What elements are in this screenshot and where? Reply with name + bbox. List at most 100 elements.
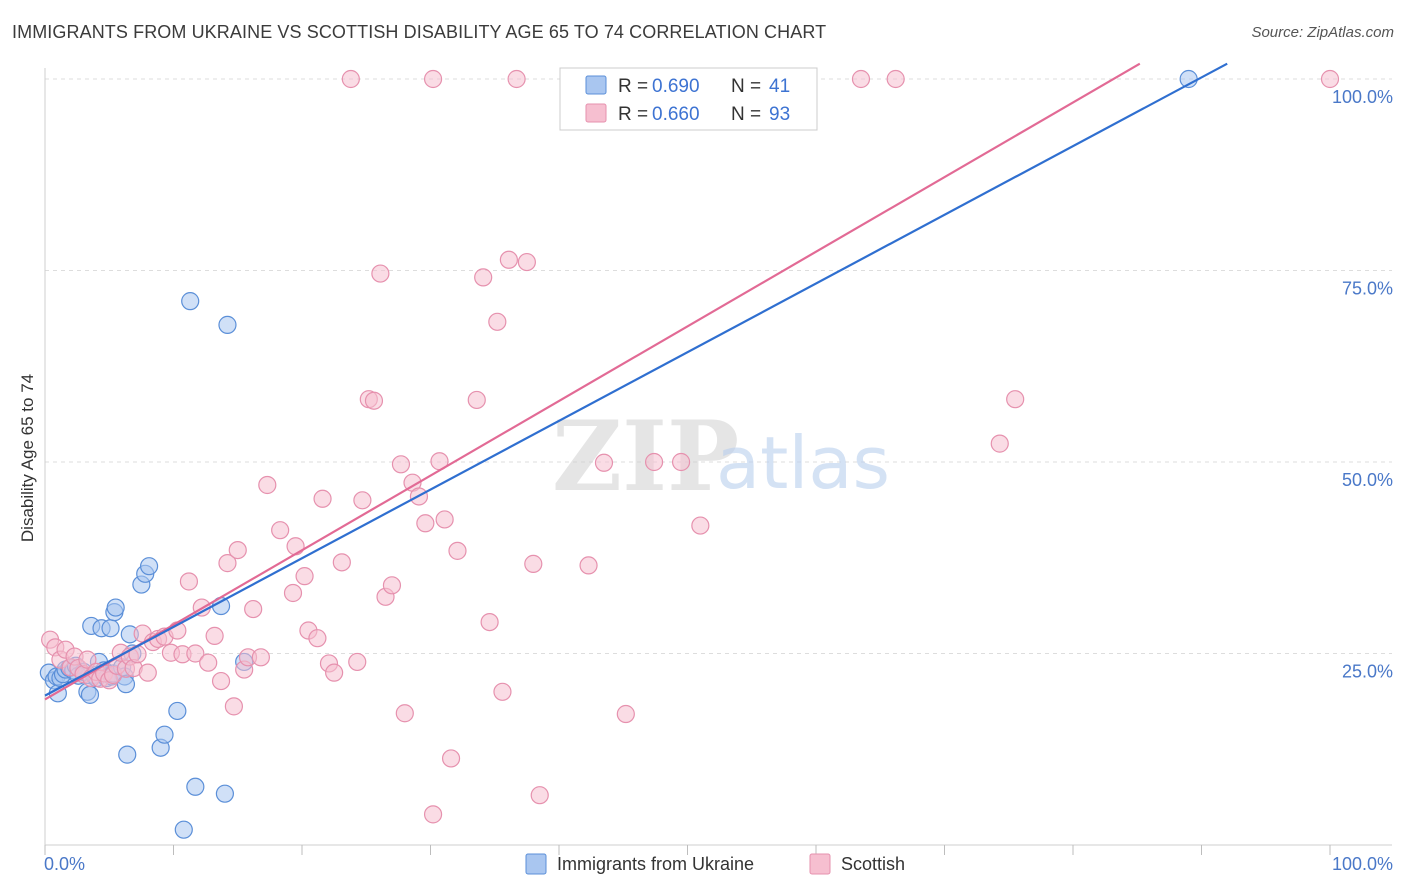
- legend-swatch-scottish: [585, 103, 607, 123]
- tick-labels: 25.0% 50.0% 75.0% 100.0% 0.0% 100.0%: [44, 87, 1393, 874]
- scottish-point: [371, 264, 390, 283]
- scottish-point: [332, 553, 351, 572]
- ukraine-point: [155, 725, 174, 744]
- scottish-point: [594, 453, 614, 472]
- ukraine-point: [118, 745, 137, 764]
- scottish-point: [395, 704, 414, 723]
- scottish-point: [228, 540, 247, 560]
- legend-n-label-ukraine: N =: [731, 76, 761, 97]
- scottish-point: [474, 268, 493, 287]
- y-tick-label: 50.0%: [1342, 470, 1393, 490]
- ukraine-point: [168, 701, 187, 721]
- bottom-legend-label-ukraine: Immigrants from Ukraine: [557, 854, 754, 874]
- scottish-point: [435, 510, 454, 529]
- scottish-point: [507, 69, 526, 89]
- scottish-point: [295, 567, 314, 586]
- scottish-point: [480, 612, 499, 632]
- bottom-legend-swatch-ukraine: [525, 853, 547, 875]
- y-tick-label: 25.0%: [1342, 662, 1393, 682]
- scottish-point: [224, 697, 243, 716]
- scottish-point: [616, 704, 635, 724]
- watermark-zip: ZIP: [552, 400, 739, 513]
- y-tick-label: 75.0%: [1342, 279, 1393, 299]
- scottish-point: [416, 514, 435, 533]
- legend: R = 0.690 N = 41 R = 0.660 N = 93: [559, 67, 818, 131]
- scottish-point: [524, 554, 543, 573]
- ukraine-point: [174, 820, 193, 839]
- trend-lines: [44, 62, 1228, 701]
- scottish-point: [205, 626, 224, 645]
- ukraine-point: [186, 777, 205, 796]
- scottish-point: [348, 652, 367, 672]
- legend-n-label-scottish: N =: [731, 104, 761, 125]
- scottish-point: [851, 69, 871, 89]
- ukraine-point: [80, 685, 100, 704]
- ukraine-point: [181, 292, 200, 311]
- scottish-point: [218, 554, 237, 573]
- scottish-point: [493, 682, 512, 701]
- scottish-point: [886, 69, 905, 89]
- y-axis-label: Disability Age 65 to 74: [18, 374, 37, 542]
- scottish-point: [391, 455, 411, 474]
- scottish-point: [644, 452, 664, 472]
- watermark: ZIP atlas: [552, 400, 890, 513]
- bottom-legend: Immigrants from Ukraine Scottish: [525, 853, 905, 875]
- bottom-legend-swatch-scottish: [809, 853, 831, 875]
- scottish-point: [517, 252, 536, 272]
- scottish-point: [990, 434, 1009, 453]
- scottish-point: [1320, 69, 1340, 89]
- x-tick-label: 100.0%: [1332, 854, 1393, 874]
- series-scottish-points: [41, 69, 1340, 824]
- scottish-point: [467, 390, 486, 410]
- grid-lines: [45, 78, 1392, 654]
- y-tick-label: 100.0%: [1332, 87, 1393, 107]
- scottish-point: [691, 516, 710, 535]
- scottish-point: [364, 391, 384, 410]
- chart-title: IMMIGRANTS FROM UKRAINE VS SCOTTISH DISA…: [12, 22, 827, 42]
- legend-r-label-scottish: R =: [618, 104, 648, 125]
- trend-line-ukraine: [44, 62, 1228, 697]
- scottish-point: [671, 452, 691, 472]
- scottish-point: [353, 491, 372, 510]
- legend-n-value-scottish: 93: [769, 104, 790, 125]
- scottish-point: [313, 489, 332, 508]
- scottish-point: [499, 250, 518, 269]
- trend-line-scottish: [44, 62, 1141, 701]
- legend-swatch-ukraine: [585, 75, 607, 95]
- scottish-point: [271, 521, 290, 540]
- watermark-atlas: atlas: [716, 421, 890, 505]
- scottish-point: [199, 653, 218, 672]
- scottish-point: [211, 671, 231, 691]
- legend-r-value-ukraine: 0.690: [652, 76, 700, 97]
- scottish-point: [423, 805, 443, 824]
- ukraine-point: [215, 784, 234, 803]
- scottish-point: [488, 312, 507, 331]
- scottish-point: [138, 663, 157, 682]
- legend-r-label-ukraine: R =: [618, 76, 648, 97]
- scottish-point: [283, 583, 303, 603]
- scottish-point: [341, 69, 360, 89]
- scottish-point: [179, 572, 199, 591]
- scottish-point: [1006, 390, 1025, 409]
- legend-n-value-ukraine: 41: [769, 76, 790, 97]
- legend-r-value-scottish: 0.660: [652, 104, 700, 125]
- scottish-point: [258, 475, 277, 495]
- axes: [44, 68, 1392, 855]
- scottish-point: [325, 663, 344, 682]
- chart-source: Source: ZipAtlas.com: [1251, 24, 1394, 41]
- scottish-point: [448, 541, 467, 560]
- scottish-point: [423, 69, 443, 89]
- x-tick-label: 0.0%: [44, 854, 85, 874]
- scottish-point: [78, 650, 97, 669]
- ukraine-point: [218, 315, 237, 334]
- ukraine-point: [139, 557, 159, 576]
- scottish-point: [382, 576, 402, 595]
- scottish-point: [286, 537, 305, 556]
- scottish-point: [579, 556, 598, 575]
- scottish-point: [186, 644, 205, 663]
- scottish-point: [244, 599, 263, 619]
- scottish-point: [308, 629, 327, 648]
- bottom-legend-label-scottish: Scottish: [841, 854, 905, 874]
- scottish-point: [441, 749, 461, 768]
